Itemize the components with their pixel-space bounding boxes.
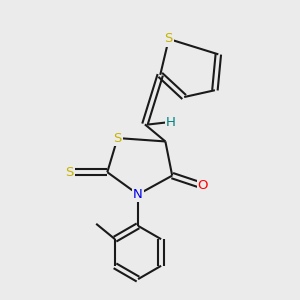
Text: S: S xyxy=(113,131,122,145)
Text: H: H xyxy=(166,116,176,129)
Text: S: S xyxy=(65,166,74,179)
Text: S: S xyxy=(165,32,173,46)
Text: N: N xyxy=(133,188,143,201)
Text: O: O xyxy=(198,179,208,192)
